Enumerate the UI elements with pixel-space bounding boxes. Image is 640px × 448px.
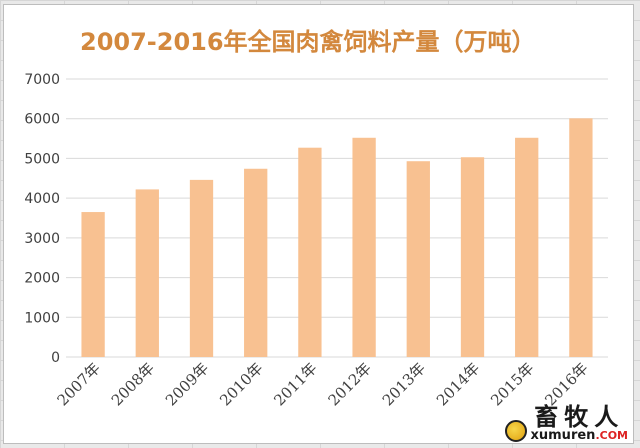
bar xyxy=(460,157,485,357)
y-tick-label: 4000 xyxy=(24,191,60,207)
x-tick-label: 2008年 xyxy=(108,359,158,409)
y-tick-label: 2000 xyxy=(24,271,60,287)
x-tick-label: 2013年 xyxy=(379,359,429,409)
bar xyxy=(189,179,214,357)
bar xyxy=(244,168,268,357)
watermark-chinese: 畜牧人 xyxy=(534,402,625,431)
watermark-domain: xumuren.COM xyxy=(530,428,629,443)
chart-title: 2007-2016年全国肉禽饲料产量（万吨） xyxy=(80,28,536,56)
y-tick-label: 6000 xyxy=(24,112,60,128)
y-tick-label: 3000 xyxy=(24,231,60,247)
y-tick-label: 1000 xyxy=(24,310,60,326)
x-tick-label: 2007年 xyxy=(54,359,104,409)
heart-logo-icon xyxy=(504,420,527,442)
y-tick-label: 5000 xyxy=(24,151,60,167)
bar xyxy=(515,137,539,357)
x-tick-label: 2012年 xyxy=(325,359,375,409)
bar xyxy=(298,147,322,357)
watermark: 畜牧人 xumuren.COM xyxy=(504,402,629,443)
x-tick-label: 2011年 xyxy=(270,359,320,409)
x-tick-label: 2009年 xyxy=(162,359,212,409)
bar xyxy=(81,212,105,357)
bar xyxy=(352,137,376,357)
bar xyxy=(569,118,593,358)
bar xyxy=(406,161,430,357)
bar xyxy=(135,189,159,357)
y-tick-label: 7000 xyxy=(24,72,60,88)
x-tick-label: 2010年 xyxy=(216,359,266,409)
y-tick-label: 0 xyxy=(51,350,60,366)
x-tick-label: 2014年 xyxy=(433,359,483,409)
x-tick-label: 2015年 xyxy=(487,359,537,409)
